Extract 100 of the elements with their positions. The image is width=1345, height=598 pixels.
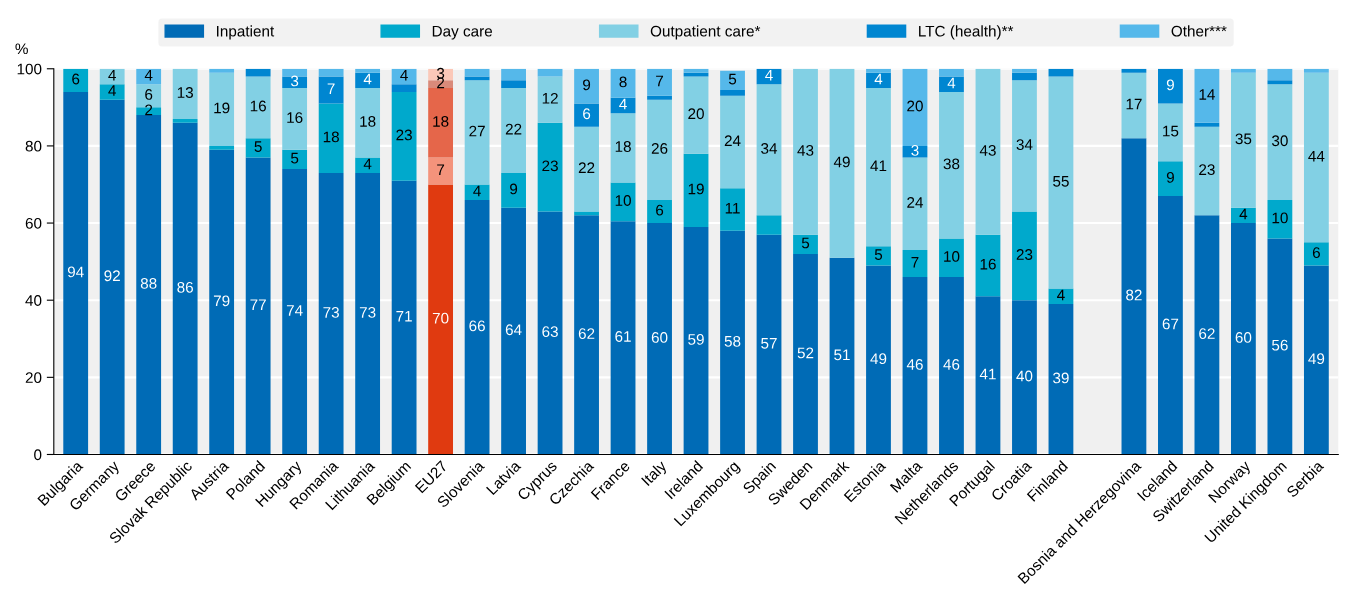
bar (902, 250, 928, 278)
y-axis-title: % (15, 43, 28, 55)
data-label: 49 (833, 156, 850, 168)
bar (282, 169, 308, 455)
bar (793, 68, 818, 235)
data-label: 58 (724, 335, 741, 347)
data-label: 23 (1199, 164, 1215, 176)
bar (428, 184, 454, 455)
bar (537, 211, 563, 455)
y-tick-label: 80 (25, 140, 42, 152)
data-label: 24 (907, 197, 924, 208)
bar (501, 88, 526, 173)
bar (391, 91, 417, 181)
data-label: 14 (1199, 89, 1215, 100)
data-label: 10 (615, 195, 631, 206)
bar (1194, 215, 1220, 455)
bar (1158, 161, 1183, 197)
data-label: 4 (400, 69, 408, 81)
data-label: 3 (436, 67, 445, 79)
bar (720, 70, 745, 90)
bar (1303, 68, 1329, 73)
bar (391, 84, 417, 92)
bar (720, 95, 745, 189)
data-label: 6 (145, 89, 153, 100)
data-label: 77 (250, 299, 266, 310)
legend-label: Day care (432, 25, 493, 40)
bar (245, 68, 271, 77)
data-label: 15 (1163, 125, 1179, 137)
bar (209, 145, 235, 150)
bar (975, 68, 1001, 235)
data-label: 92 (104, 270, 120, 282)
data-label: 19 (688, 183, 704, 195)
bar (501, 172, 526, 208)
data-label: 73 (359, 306, 376, 318)
bar (720, 230, 745, 455)
bar (866, 72, 891, 89)
y-tick-label: 40 (25, 295, 42, 306)
bar (1267, 80, 1293, 85)
data-label: 18 (360, 116, 376, 127)
data-label: 4 (363, 158, 372, 170)
bar (1158, 103, 1183, 162)
bar (99, 99, 125, 455)
bar (1267, 84, 1293, 200)
bar (1267, 68, 1293, 81)
bar (1012, 80, 1037, 212)
data-label: 63 (542, 326, 558, 338)
bar (1121, 138, 1147, 455)
bar (610, 68, 636, 98)
bar (136, 68, 162, 85)
y-tick-label: 20 (25, 372, 42, 384)
data-label: 30 (1271, 135, 1288, 147)
data-label: 19 (214, 102, 230, 114)
y-tick-label: 0 (34, 449, 42, 461)
data-label: 49 (1308, 353, 1325, 365)
bar (172, 122, 198, 455)
legend-label: Other*** (1171, 25, 1227, 37)
data-label: 3 (290, 75, 299, 87)
bar (574, 68, 599, 104)
data-label: 17 (1126, 98, 1142, 110)
data-label: 13 (177, 87, 193, 98)
bar (683, 68, 709, 73)
bar (1048, 76, 1074, 289)
bar (355, 72, 381, 89)
bar (866, 265, 891, 455)
bar (318, 172, 344, 455)
bar (647, 95, 672, 100)
data-label: 86 (177, 281, 193, 293)
data-label: 56 (1272, 339, 1288, 351)
bar (683, 76, 709, 154)
bar (1158, 196, 1183, 455)
bar (355, 172, 381, 455)
bar (99, 84, 125, 100)
bar (720, 188, 745, 231)
data-label: 5 (728, 73, 737, 85)
bar (1121, 72, 1147, 139)
data-label: 82 (1126, 289, 1142, 301)
bar (720, 89, 745, 96)
bar (939, 91, 964, 239)
bar (866, 88, 891, 247)
bar (975, 234, 1001, 297)
bar (355, 88, 381, 158)
bar (464, 199, 490, 455)
bar (245, 76, 271, 139)
data-label: 16 (287, 112, 303, 124)
x-tick-label: Italy (640, 459, 670, 489)
data-label: 4 (108, 85, 116, 96)
data-label: 22 (505, 123, 522, 135)
data-label: 71 (396, 310, 412, 322)
bar (574, 211, 599, 216)
bar (683, 153, 709, 227)
data-label: 3 (911, 144, 919, 156)
data-label: 12 (542, 92, 558, 104)
bar (318, 76, 344, 104)
data-label: 20 (907, 100, 923, 112)
data-label: 4 (473, 185, 481, 197)
bar (1012, 72, 1037, 81)
bar (318, 68, 344, 77)
bar (355, 68, 381, 73)
data-label: 38 (943, 158, 960, 170)
bar (902, 157, 928, 251)
